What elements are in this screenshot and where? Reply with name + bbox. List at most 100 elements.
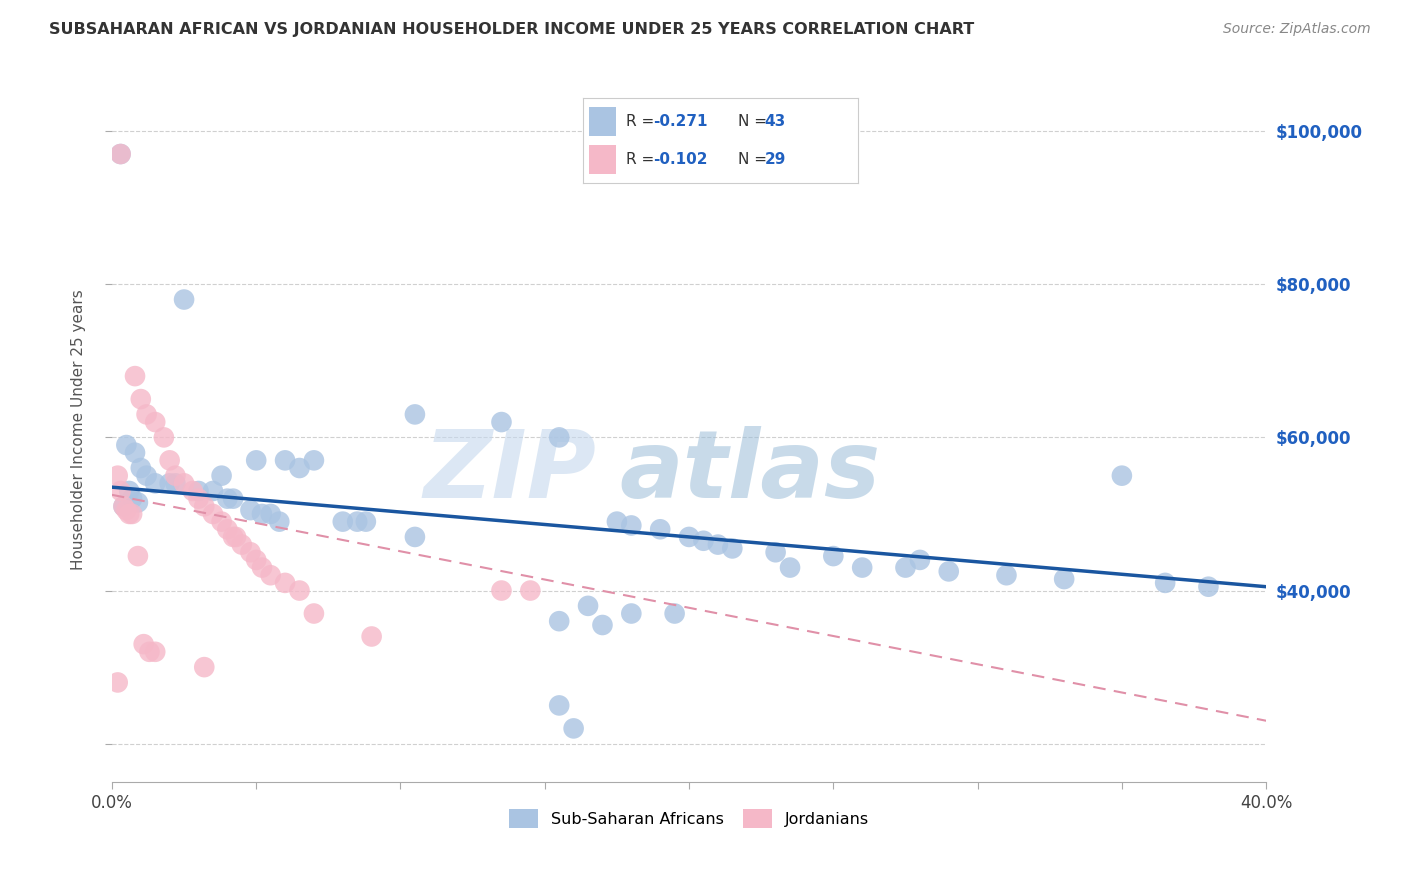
Point bbox=[222, 530, 245, 544]
Point bbox=[159, 453, 181, 467]
Point bbox=[112, 500, 135, 514]
Point bbox=[548, 698, 571, 713]
Point bbox=[239, 545, 262, 559]
Text: -0.271: -0.271 bbox=[654, 114, 707, 129]
Point bbox=[153, 430, 176, 444]
Point bbox=[274, 453, 297, 467]
Point bbox=[908, 553, 931, 567]
Point bbox=[765, 545, 787, 559]
Text: N =: N = bbox=[738, 114, 772, 129]
Point bbox=[165, 468, 187, 483]
Point bbox=[121, 491, 143, 506]
Point bbox=[302, 607, 325, 621]
Point bbox=[211, 515, 233, 529]
Point bbox=[225, 530, 247, 544]
Point bbox=[107, 468, 129, 483]
Text: 29: 29 bbox=[765, 152, 786, 167]
Point bbox=[127, 495, 149, 509]
Point bbox=[250, 507, 273, 521]
Legend: Sub-Saharan Africans, Jordanians: Sub-Saharan Africans, Jordanians bbox=[503, 803, 875, 834]
Point bbox=[124, 369, 146, 384]
Text: Source: ZipAtlas.com: Source: ZipAtlas.com bbox=[1223, 22, 1371, 37]
Point bbox=[346, 515, 368, 529]
Point bbox=[193, 660, 215, 674]
Point bbox=[404, 530, 426, 544]
Point bbox=[129, 461, 152, 475]
Point bbox=[110, 147, 132, 161]
Point bbox=[239, 503, 262, 517]
Bar bbox=[589, 107, 616, 136]
Point bbox=[519, 583, 541, 598]
Text: SUBSAHARAN AFRICAN VS JORDANIAN HOUSEHOLDER INCOME UNDER 25 YEARS CORRELATION CH: SUBSAHARAN AFRICAN VS JORDANIAN HOUSEHOL… bbox=[49, 22, 974, 37]
Point bbox=[115, 438, 138, 452]
Point bbox=[721, 541, 744, 556]
Point bbox=[217, 522, 239, 536]
Point bbox=[211, 468, 233, 483]
Point bbox=[692, 533, 714, 548]
Point bbox=[678, 530, 700, 544]
Bar bbox=[589, 145, 616, 175]
Point bbox=[193, 500, 215, 514]
Point bbox=[650, 522, 672, 536]
Point bbox=[143, 415, 166, 429]
Point bbox=[110, 147, 132, 161]
Point bbox=[491, 415, 513, 429]
Point bbox=[231, 538, 253, 552]
Text: -0.102: -0.102 bbox=[654, 152, 707, 167]
Point bbox=[779, 560, 801, 574]
Point bbox=[181, 483, 204, 498]
Point bbox=[107, 675, 129, 690]
Point bbox=[201, 483, 224, 498]
Text: atlas: atlas bbox=[620, 426, 882, 518]
Point bbox=[620, 518, 643, 533]
Point bbox=[118, 483, 141, 498]
Point bbox=[245, 553, 267, 567]
Point bbox=[121, 507, 143, 521]
Point bbox=[1111, 468, 1133, 483]
Point bbox=[118, 507, 141, 521]
Point bbox=[115, 503, 138, 517]
Point bbox=[112, 500, 135, 514]
Point bbox=[1053, 572, 1076, 586]
Point bbox=[548, 614, 571, 628]
Point bbox=[159, 476, 181, 491]
Point bbox=[135, 408, 157, 422]
Point bbox=[1197, 580, 1219, 594]
Point bbox=[173, 476, 195, 491]
Point bbox=[360, 630, 382, 644]
Point bbox=[606, 515, 628, 529]
Point bbox=[110, 483, 132, 498]
Y-axis label: Householder Income Under 25 years: Householder Income Under 25 years bbox=[72, 289, 86, 570]
Point bbox=[274, 575, 297, 590]
Point bbox=[354, 515, 377, 529]
Point bbox=[165, 476, 187, 491]
Point bbox=[143, 476, 166, 491]
Point bbox=[127, 549, 149, 563]
Point bbox=[269, 515, 291, 529]
Point bbox=[217, 491, 239, 506]
Point bbox=[201, 507, 224, 521]
Text: ZIP: ZIP bbox=[423, 426, 596, 518]
Point bbox=[491, 583, 513, 598]
Point bbox=[894, 560, 917, 574]
Point bbox=[173, 293, 195, 307]
Point bbox=[222, 491, 245, 506]
Text: N =: N = bbox=[738, 152, 772, 167]
Point bbox=[245, 453, 267, 467]
Point bbox=[129, 392, 152, 406]
Text: R =: R = bbox=[626, 114, 659, 129]
Point bbox=[143, 645, 166, 659]
Point bbox=[250, 560, 273, 574]
Point bbox=[562, 722, 585, 736]
Point bbox=[288, 583, 311, 598]
Text: 43: 43 bbox=[765, 114, 786, 129]
Point bbox=[135, 468, 157, 483]
Text: R =: R = bbox=[626, 152, 659, 167]
Point bbox=[707, 538, 730, 552]
Point bbox=[1154, 575, 1177, 590]
Point bbox=[823, 549, 845, 563]
Point bbox=[187, 483, 209, 498]
Point bbox=[259, 568, 281, 582]
Point bbox=[259, 507, 281, 521]
Point bbox=[851, 560, 873, 574]
